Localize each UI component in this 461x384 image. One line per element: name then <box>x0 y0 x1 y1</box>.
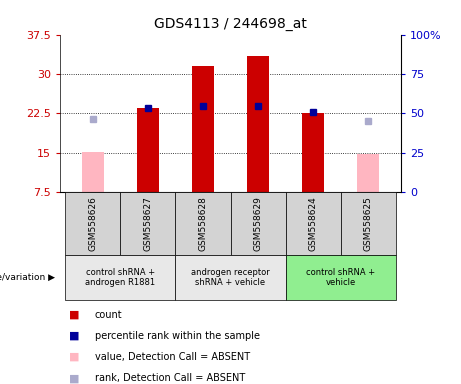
Bar <box>247 56 269 192</box>
Text: control shRNA +
vehicle: control shRNA + vehicle <box>306 268 375 287</box>
Bar <box>192 66 214 192</box>
Bar <box>176 255 285 300</box>
Bar <box>65 192 120 255</box>
Text: genotype/variation ▶: genotype/variation ▶ <box>0 273 55 282</box>
Text: GSM558625: GSM558625 <box>364 196 372 251</box>
Bar <box>82 152 104 192</box>
Bar <box>341 192 396 255</box>
Text: GSM558626: GSM558626 <box>89 196 97 251</box>
Text: percentile rank within the sample: percentile rank within the sample <box>95 331 260 341</box>
Bar <box>120 192 176 255</box>
Bar <box>302 113 324 192</box>
Text: GSM558629: GSM558629 <box>254 196 262 251</box>
Text: count: count <box>95 310 122 320</box>
Text: control shRNA +
androgen R1881: control shRNA + androgen R1881 <box>85 268 155 287</box>
Text: value, Detection Call = ABSENT: value, Detection Call = ABSENT <box>95 352 249 362</box>
Text: GSM558624: GSM558624 <box>308 196 318 251</box>
Text: ■: ■ <box>69 310 80 320</box>
Bar <box>137 108 159 192</box>
Bar <box>285 255 396 300</box>
Bar <box>357 154 379 192</box>
Text: ■: ■ <box>69 373 80 383</box>
Text: androgen receptor
shRNA + vehicle: androgen receptor shRNA + vehicle <box>191 268 270 287</box>
Text: GSM558627: GSM558627 <box>143 196 153 251</box>
Text: rank, Detection Call = ABSENT: rank, Detection Call = ABSENT <box>95 373 245 383</box>
Bar <box>230 192 285 255</box>
Title: GDS4113 / 244698_at: GDS4113 / 244698_at <box>154 17 307 31</box>
Text: ■: ■ <box>69 352 80 362</box>
Text: GSM558628: GSM558628 <box>199 196 207 251</box>
Bar <box>65 255 176 300</box>
Text: ■: ■ <box>69 331 80 341</box>
Bar <box>285 192 341 255</box>
Bar <box>176 192 230 255</box>
